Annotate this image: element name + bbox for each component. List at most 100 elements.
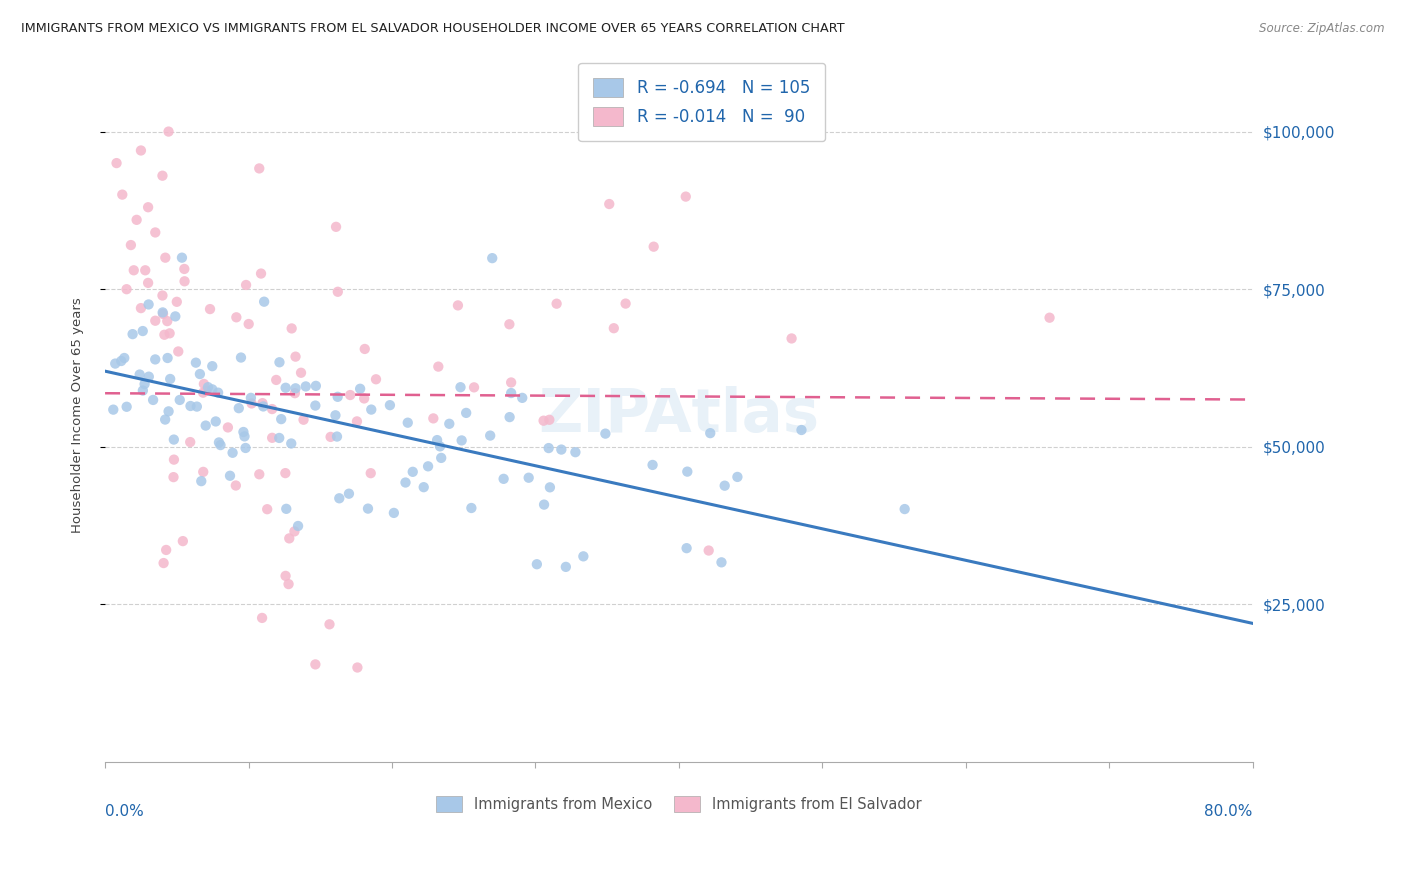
Point bbox=[252, 396, 274, 410]
Point bbox=[194, 418, 217, 433]
Point bbox=[112, 351, 135, 365]
Point bbox=[360, 466, 382, 480]
Point bbox=[256, 502, 278, 516]
Point bbox=[235, 277, 257, 292]
Point bbox=[538, 480, 561, 494]
Point bbox=[262, 402, 284, 417]
Point bbox=[152, 288, 174, 302]
Point bbox=[710, 555, 733, 569]
Point bbox=[501, 376, 523, 390]
Point bbox=[304, 657, 326, 672]
Point bbox=[564, 445, 586, 459]
Point bbox=[233, 429, 256, 443]
Point bbox=[138, 297, 160, 311]
Point bbox=[110, 354, 132, 368]
Point bbox=[284, 381, 307, 395]
Point bbox=[166, 294, 188, 309]
Point bbox=[209, 438, 232, 452]
Point bbox=[456, 406, 478, 420]
Point bbox=[225, 310, 247, 325]
Point bbox=[191, 385, 214, 400]
Point bbox=[1038, 310, 1060, 325]
Point bbox=[463, 380, 485, 394]
Point bbox=[538, 413, 561, 427]
Point bbox=[136, 276, 159, 290]
Point bbox=[229, 351, 252, 365]
Point bbox=[136, 200, 159, 214]
Y-axis label: Householder Income Over 65 years: Householder Income Over 65 years bbox=[72, 297, 84, 533]
Point bbox=[276, 501, 298, 516]
Point bbox=[294, 379, 316, 393]
Point bbox=[450, 380, 472, 394]
Point bbox=[156, 314, 179, 328]
Point bbox=[326, 390, 349, 404]
Point bbox=[156, 351, 179, 365]
Point bbox=[353, 342, 375, 356]
Point bbox=[120, 238, 142, 252]
Point bbox=[104, 357, 127, 371]
Point bbox=[481, 251, 503, 265]
Point bbox=[247, 161, 270, 176]
Point bbox=[287, 519, 309, 533]
Point bbox=[274, 381, 297, 395]
Point bbox=[129, 301, 152, 315]
Point bbox=[157, 404, 180, 418]
Legend: Immigrants from Mexico, Immigrants from El Salvador: Immigrants from Mexico, Immigrants from … bbox=[425, 784, 934, 824]
Point bbox=[143, 314, 166, 328]
Point bbox=[115, 400, 138, 414]
Point bbox=[157, 125, 180, 139]
Point bbox=[163, 433, 186, 447]
Point bbox=[219, 468, 242, 483]
Point bbox=[643, 240, 665, 254]
Point bbox=[676, 465, 699, 479]
Point bbox=[264, 373, 287, 387]
Point bbox=[190, 474, 212, 488]
Point bbox=[537, 441, 560, 455]
Point bbox=[526, 558, 548, 572]
Point bbox=[105, 156, 128, 170]
Point bbox=[159, 326, 181, 341]
Point bbox=[197, 380, 219, 394]
Point bbox=[290, 366, 312, 380]
Point bbox=[208, 435, 231, 450]
Point bbox=[129, 144, 152, 158]
Point bbox=[225, 478, 247, 492]
Point bbox=[184, 356, 207, 370]
Point bbox=[394, 475, 416, 490]
Point bbox=[193, 376, 215, 391]
Point bbox=[280, 321, 302, 335]
Point bbox=[725, 470, 748, 484]
Point bbox=[121, 327, 143, 342]
Point bbox=[357, 501, 380, 516]
Point bbox=[546, 296, 568, 310]
Point bbox=[152, 305, 174, 319]
Point bbox=[252, 400, 274, 414]
Point bbox=[162, 470, 184, 484]
Point bbox=[447, 298, 470, 312]
Text: 80.0%: 80.0% bbox=[1205, 804, 1253, 819]
Point bbox=[430, 450, 453, 465]
Text: ZIPAtlas: ZIPAtlas bbox=[538, 386, 820, 445]
Point bbox=[675, 541, 697, 556]
Point bbox=[269, 355, 291, 369]
Point bbox=[292, 413, 315, 427]
Point bbox=[228, 401, 250, 416]
Point bbox=[134, 263, 156, 277]
Point bbox=[346, 414, 368, 428]
Point bbox=[328, 491, 350, 506]
Point bbox=[155, 543, 177, 558]
Point bbox=[143, 352, 166, 367]
Point bbox=[247, 467, 270, 482]
Point bbox=[603, 321, 626, 335]
Point bbox=[169, 392, 191, 407]
Point bbox=[165, 310, 187, 324]
Point bbox=[170, 251, 193, 265]
Point bbox=[143, 226, 166, 240]
Point bbox=[501, 386, 523, 401]
Text: 0.0%: 0.0% bbox=[105, 804, 143, 819]
Point bbox=[305, 379, 328, 393]
Point bbox=[138, 369, 160, 384]
Point bbox=[179, 435, 201, 450]
Point bbox=[204, 414, 226, 428]
Point bbox=[262, 431, 284, 445]
